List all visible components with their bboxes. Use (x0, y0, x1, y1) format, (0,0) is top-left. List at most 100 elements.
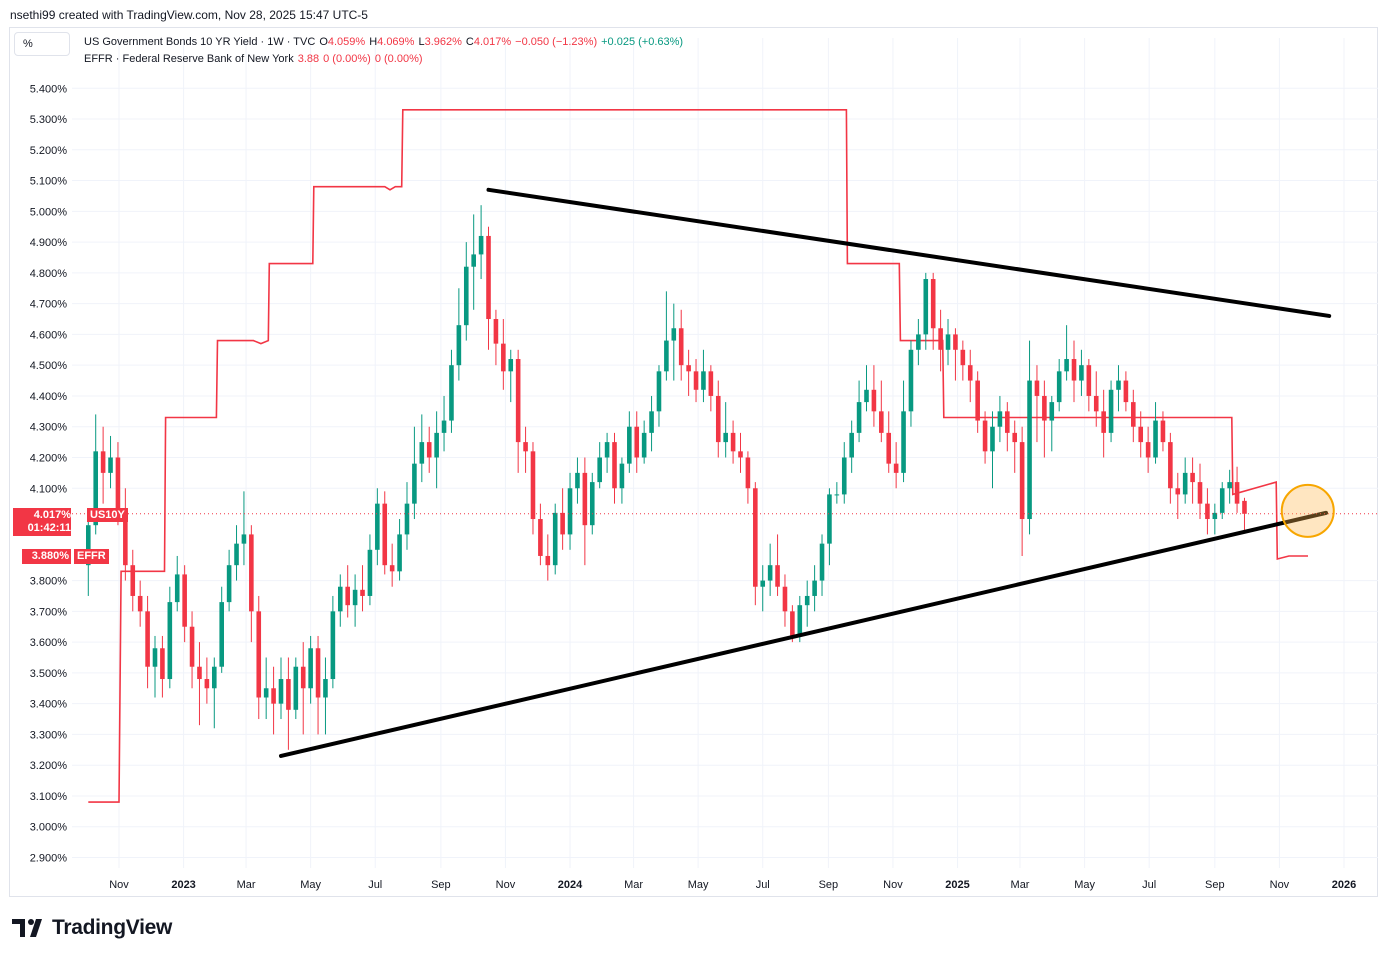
candle (871, 365, 877, 427)
candle-body (997, 411, 1003, 427)
candle (278, 657, 284, 720)
candle-body (1042, 395, 1047, 421)
candle-body (753, 488, 758, 587)
candle (997, 395, 1003, 443)
candle (1190, 457, 1195, 504)
candle (656, 365, 662, 427)
candle (160, 635, 165, 698)
candle (819, 534, 825, 596)
x-tick-label: Sep (1205, 879, 1225, 891)
candle-body (1034, 380, 1040, 396)
candle (471, 214, 476, 310)
y-tick-label: 3.200% (30, 760, 68, 772)
candle-body (982, 420, 988, 452)
legend-effr-symbol: EFFR · Federal Reserve Bank of New York (84, 53, 294, 65)
x-tick-label: Mar (1011, 879, 1030, 891)
candle (145, 595, 150, 689)
candle-body (567, 488, 573, 535)
chart-frame (9, 27, 1378, 897)
y-tick-label: 3.300% (30, 729, 68, 741)
candle (967, 349, 973, 403)
candle-body (449, 365, 454, 421)
candle-body (211, 666, 217, 689)
candle (693, 359, 699, 403)
x-tick-label: May (1074, 879, 1095, 891)
candle (1093, 371, 1099, 427)
candle (382, 491, 388, 575)
candle-body (100, 451, 106, 473)
candle (834, 482, 840, 504)
candle-body (1190, 472, 1195, 483)
candle-body (308, 648, 313, 689)
candle-body (263, 688, 269, 698)
candle-body (938, 328, 943, 350)
percent-scale-button[interactable]: % (14, 32, 70, 56)
candle-body (382, 503, 388, 566)
candle (775, 534, 780, 596)
candle-body (434, 432, 439, 458)
candle (1049, 395, 1055, 452)
legend-effr[interactable]: EFFR · Federal Reserve Bank of New York 3… (84, 53, 427, 65)
candle-body (360, 589, 365, 596)
candle (263, 657, 269, 720)
candle (738, 432, 743, 473)
candle-body (819, 543, 825, 581)
us10y-tag-timer: 01:42:11 (27, 522, 71, 534)
candle-body (812, 580, 817, 596)
legend-us10y[interactable]: US Government Bonds 10 YR Yield · 1W · T… (84, 36, 687, 48)
candle-body (604, 442, 610, 458)
candle (990, 411, 995, 489)
candle-body (1056, 371, 1062, 403)
candle-body (745, 457, 751, 489)
candle (360, 565, 365, 612)
candle (945, 319, 951, 366)
candle-body (1242, 500, 1247, 514)
lower-trendline (278, 510, 1329, 758)
candle (864, 365, 869, 412)
y-tick-label: 5.300% (30, 114, 68, 126)
candle-body (864, 389, 869, 403)
candle-body (397, 534, 402, 572)
candle (1160, 411, 1166, 452)
candle-body (1049, 402, 1055, 421)
x-axis: Nov 2023 Mar May Jul Sep Nov 2024 Mar May Jul Sep No… (109, 879, 1356, 891)
candle (1145, 426, 1151, 473)
highlight-circle (1280, 483, 1335, 538)
candle-body (627, 426, 632, 464)
candle (1071, 340, 1077, 403)
upper-trendline (486, 187, 1332, 318)
tradingview-logo[interactable]: TradingView (12, 916, 172, 940)
candle-body (775, 565, 780, 587)
candle (908, 340, 914, 427)
us10y-tag-value: 4.017% (33, 509, 71, 521)
candle-body (197, 666, 202, 680)
candle (708, 365, 714, 412)
candle-body (701, 371, 706, 390)
tradingview-brand: TradingView (52, 916, 173, 939)
candle-body (953, 334, 958, 350)
candle-body (486, 235, 491, 320)
candle (649, 395, 654, 452)
candle (1219, 482, 1225, 520)
candle-body (767, 565, 773, 581)
candle (108, 435, 113, 489)
candle (567, 472, 573, 550)
legend-extra-change: +0.025 (+0.63%) (601, 36, 684, 48)
candle-body (597, 457, 602, 483)
candle-body (945, 334, 951, 350)
candle (100, 426, 106, 504)
candle-body (278, 679, 284, 704)
candle-body (916, 334, 921, 350)
y-tick-label: 4.800% (30, 268, 68, 280)
y-tick-label: 3.600% (30, 637, 68, 649)
y-tick-label: 5.000% (30, 206, 68, 218)
candle-body (1227, 482, 1232, 489)
candle (1123, 371, 1129, 412)
candle (486, 226, 491, 350)
candle-body (1108, 389, 1114, 433)
candle (211, 657, 217, 729)
candle-body (930, 279, 936, 329)
y-tick-label: 3.500% (30, 668, 68, 680)
candle (975, 371, 980, 433)
